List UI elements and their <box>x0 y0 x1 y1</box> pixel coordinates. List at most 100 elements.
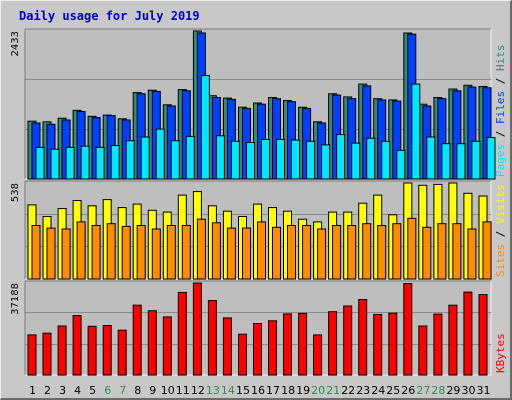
hits-bar-pages-3 <box>65 146 75 180</box>
visits-legend-item-1: / <box>494 224 507 244</box>
visits-bar-sites-26 <box>407 217 417 280</box>
kbytes-bar-kbytes-19 <box>298 312 308 376</box>
visits-bar-sites-31 <box>482 221 492 280</box>
hits-bar-pages-17 <box>276 139 285 180</box>
hits-bar-pages-20 <box>321 144 331 180</box>
hits-bar-pages-18 <box>291 139 300 180</box>
hits-bar-pages-29 <box>456 143 466 180</box>
hits-bar-pages-9 <box>155 128 165 180</box>
hits-panel: 2433 Pages / Files / Hits <box>10 28 507 180</box>
kbytes-bar-kbytes-29 <box>448 304 458 376</box>
hits-bar-pages-13 <box>215 135 225 180</box>
x-tick-label-28: 28 <box>431 384 445 397</box>
visits-bar-sites-19 <box>302 225 312 280</box>
x-tick-label-5: 5 <box>89 384 96 397</box>
visits-bar-sites-4 <box>76 221 86 280</box>
kbytes-bar-kbytes-4 <box>72 315 82 376</box>
hits-bar-pages-1 <box>35 146 45 180</box>
visits-bar-sites-1 <box>31 225 41 280</box>
x-tick-label-23: 23 <box>356 384 370 397</box>
hits-bar-pages-11 <box>185 135 195 180</box>
visits-bar-sites-7 <box>121 225 131 280</box>
hits-bar-pages-21 <box>336 134 346 180</box>
hits-bar-pages-6 <box>110 145 120 180</box>
x-tick-label-30: 30 <box>462 384 476 397</box>
visits-bar-sites-22 <box>347 225 357 280</box>
kbytes-bar-kbytes-12 <box>192 282 202 376</box>
kbytes-bar-kbytes-17 <box>268 320 277 376</box>
kbytes-bar-kbytes-30 <box>463 291 473 376</box>
visits-bar-sites-3 <box>61 228 71 280</box>
kbytes-legend: KBytes <box>494 333 507 373</box>
hits-legend-item-4: Hits <box>494 45 507 72</box>
x-tick-label-15: 15 <box>236 384 250 397</box>
x-tick-label-22: 22 <box>341 384 355 397</box>
kbytes-bar-kbytes-23 <box>358 299 368 376</box>
x-tick-label-16: 16 <box>251 384 265 397</box>
kbytes-bar-kbytes-9 <box>147 310 157 376</box>
hits-bar-pages-28 <box>441 143 451 180</box>
kbytes-bar-kbytes-2 <box>42 332 52 376</box>
x-tick-label-18: 18 <box>281 384 295 397</box>
kbytes-bar-kbytes-1 <box>27 334 37 376</box>
visits-bar-sites-5 <box>91 225 101 280</box>
kbytes-legend-item-0: KBytes <box>494 333 507 373</box>
hits-legend-item-2: Files <box>494 91 507 124</box>
kbytes-bar-kbytes-5 <box>87 325 97 376</box>
visits-bar-sites-24 <box>377 225 387 280</box>
kbytes-bar-kbytes-16 <box>253 323 262 376</box>
x-tick-label-17: 17 <box>266 384 280 397</box>
kbytes-bar-kbytes-26 <box>403 283 413 376</box>
kbytes-bar-kbytes-6 <box>102 325 112 376</box>
kbytes-bar-kbytes-14 <box>222 317 232 376</box>
visits-bar-sites-6 <box>106 223 116 280</box>
kbytes-bar-kbytes-13 <box>207 300 217 376</box>
x-tick-label-13: 13 <box>206 384 220 397</box>
hits-bar-pages-30 <box>471 140 481 180</box>
kbytes-bar-kbytes-15 <box>238 333 247 376</box>
hits-bar-pages-16 <box>261 139 270 180</box>
hits-bar-pages-4 <box>80 145 90 180</box>
hits-bar-pages-8 <box>140 136 150 180</box>
visits-bar-sites-23 <box>362 223 372 280</box>
kbytes-panel: 37188 KBytes <box>10 280 507 376</box>
hits-bar-pages-25 <box>396 149 406 180</box>
x-tick-label-20: 20 <box>311 384 325 397</box>
hits-legend-item-3: / <box>494 71 507 91</box>
hits-bar-pages-10 <box>170 140 180 180</box>
x-tick-label-21: 21 <box>326 384 340 397</box>
visits-bar-sites-15 <box>242 227 251 280</box>
hits-legend-item-1: / <box>494 124 507 144</box>
hits-ymax-label: 2433 <box>10 31 21 56</box>
visits-bar-sites-21 <box>332 225 342 280</box>
x-tick-label-9: 9 <box>149 384 156 397</box>
x-tick-label-27: 27 <box>416 384 430 397</box>
x-tick-label-8: 8 <box>134 384 141 397</box>
visits-bar-sites-18 <box>287 225 296 280</box>
kbytes-bar-kbytes-8 <box>132 304 142 376</box>
visits-bar-sites-14 <box>226 227 236 280</box>
hits-bar-pages-12 <box>200 75 210 180</box>
hits-bar-pages-7 <box>125 140 135 180</box>
visits-bar-sites-8 <box>136 225 146 280</box>
visits-bar-sites-10 <box>166 225 176 280</box>
hits-bar-pages-5 <box>95 146 105 180</box>
kbytes-bar-kbytes-21 <box>328 311 338 376</box>
x-tick-label-25: 25 <box>386 384 400 397</box>
x-tick-label-26: 26 <box>401 384 415 397</box>
kbytes-bar-kbytes-22 <box>343 305 353 376</box>
visits-bar-sites-12 <box>196 218 206 280</box>
kbytes-bar-kbytes-24 <box>373 313 383 376</box>
visits-bar-sites-20 <box>317 228 327 280</box>
x-tick-label-2: 2 <box>44 384 51 397</box>
visits-bar-sites-30 <box>467 228 477 280</box>
x-tick-label-6: 6 <box>104 384 111 397</box>
visits-bar-sites-27 <box>422 226 432 280</box>
x-tick-label-4: 4 <box>74 384 81 397</box>
hits-bar-pages-15 <box>246 142 255 180</box>
x-tick-label-3: 3 <box>59 384 66 397</box>
chart-title: Daily usage for July 2019 <box>19 9 200 23</box>
kbytes-bar-kbytes-31 <box>478 294 488 376</box>
x-tick-label-7: 7 <box>119 384 126 397</box>
